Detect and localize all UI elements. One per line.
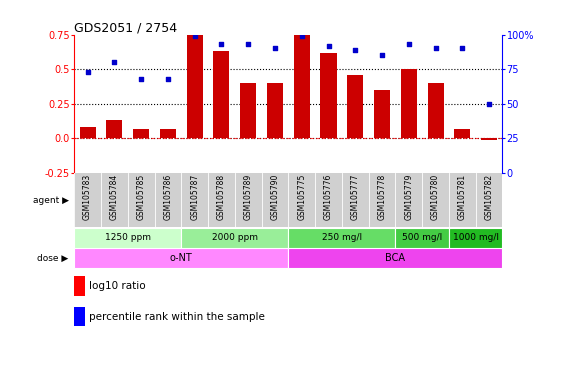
Point [83, 69, 92, 75]
Text: GSM105783: GSM105783 [83, 174, 92, 220]
Bar [449, 228, 502, 248]
Bar [240, 83, 256, 138]
Text: GSM105790: GSM105790 [271, 174, 279, 220]
Point [110, 59, 119, 65]
Bar [428, 83, 444, 138]
Bar [293, 35, 309, 138]
Text: 1000 mg/l: 1000 mg/l [453, 233, 498, 242]
Bar [79, 127, 96, 138]
Point [190, 33, 199, 39]
Text: o-NT: o-NT [170, 253, 192, 263]
Text: log10 ratio: log10 ratio [89, 281, 145, 291]
Bar [214, 51, 230, 138]
Text: 1250 ppm: 1250 ppm [104, 233, 151, 242]
Text: BCA: BCA [385, 253, 405, 263]
Text: GSM105777: GSM105777 [351, 174, 360, 220]
Text: agent ▶: agent ▶ [33, 195, 69, 205]
Point [324, 43, 333, 49]
Bar [182, 228, 288, 248]
Text: GSM105788: GSM105788 [217, 174, 226, 220]
Point [297, 33, 306, 39]
Point [217, 41, 226, 47]
Point [244, 41, 253, 47]
Bar [320, 53, 336, 138]
Text: GSM105782: GSM105782 [485, 174, 493, 220]
Bar [481, 138, 497, 140]
Text: 500 mg/l: 500 mg/l [402, 233, 443, 242]
Point [163, 76, 172, 82]
Text: GSM105776: GSM105776 [324, 174, 333, 220]
Point [271, 45, 280, 51]
Bar [187, 35, 203, 138]
Text: GSM105786: GSM105786 [163, 174, 172, 220]
Text: GSM105781: GSM105781 [458, 174, 467, 220]
Text: GSM105778: GSM105778 [377, 174, 387, 220]
Text: 250 mg/l: 250 mg/l [322, 233, 362, 242]
Text: percentile rank within the sample: percentile rank within the sample [89, 312, 264, 322]
Text: GSM105779: GSM105779 [404, 174, 413, 220]
Text: GSM105787: GSM105787 [190, 174, 199, 220]
Bar [347, 74, 363, 138]
Bar [133, 129, 149, 138]
Bar [160, 129, 176, 138]
Bar [106, 120, 122, 138]
Bar [401, 69, 417, 138]
Point [404, 41, 413, 47]
Point [136, 76, 146, 82]
Bar [374, 90, 390, 138]
Text: GSM105780: GSM105780 [431, 174, 440, 220]
Point [351, 47, 360, 53]
Bar [74, 248, 288, 268]
Text: dose ▶: dose ▶ [37, 254, 69, 263]
Text: GSM105775: GSM105775 [297, 174, 306, 220]
Bar [455, 129, 471, 138]
Text: GSM105784: GSM105784 [110, 174, 119, 220]
Text: GSM105789: GSM105789 [244, 174, 253, 220]
Point [431, 45, 440, 51]
Point [377, 52, 387, 58]
Point [485, 101, 494, 107]
Text: 2000 ppm: 2000 ppm [212, 233, 258, 242]
Bar [74, 228, 182, 248]
Text: GDS2051 / 2754: GDS2051 / 2754 [74, 22, 178, 35]
Point [458, 45, 467, 51]
Bar [395, 228, 449, 248]
Bar [288, 228, 395, 248]
Bar [267, 83, 283, 138]
Bar [288, 248, 502, 268]
Text: GSM105785: GSM105785 [136, 174, 146, 220]
